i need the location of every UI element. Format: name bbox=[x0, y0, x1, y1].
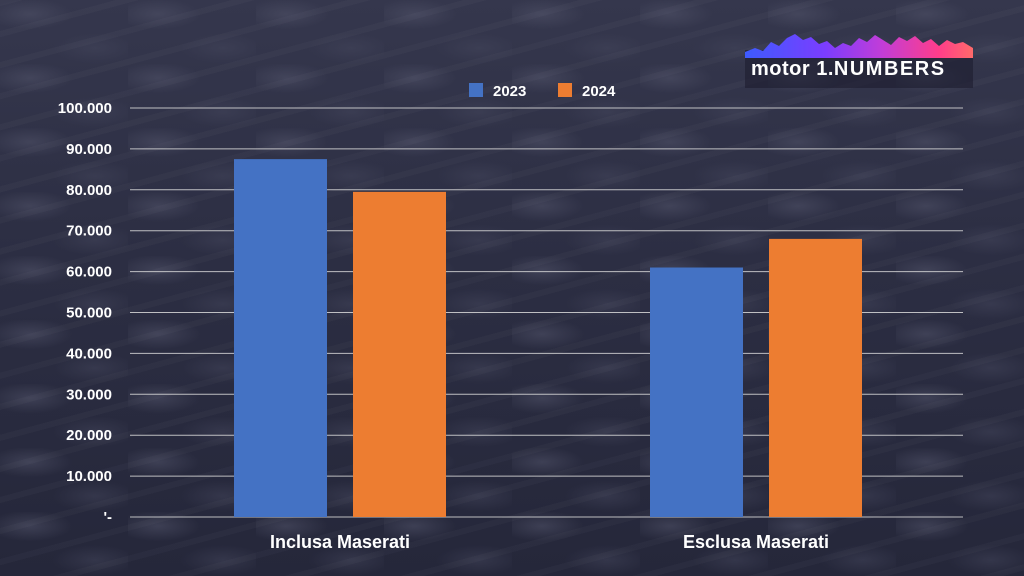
y-tick-label: 10.000 bbox=[66, 468, 112, 485]
logo-skyline-graphic bbox=[745, 34, 973, 88]
y-tick-label: 90.000 bbox=[66, 141, 112, 158]
logo-brand: motor bbox=[751, 58, 811, 80]
y-tick-label: 30.000 bbox=[66, 386, 112, 403]
motor1-numbers-logo: motor 1.NUMBERS bbox=[745, 28, 973, 88]
logo-suffix: NUMBERS bbox=[833, 58, 946, 80]
y-tick-label: 60.000 bbox=[66, 264, 112, 281]
y-tick-label: 70.000 bbox=[66, 223, 112, 240]
y-tick-label: 80.000 bbox=[66, 182, 112, 199]
x-category-label: Esclusa Maserati bbox=[683, 532, 829, 552]
bars bbox=[234, 159, 862, 517]
legend: 2023 2024 bbox=[469, 83, 616, 100]
legend-swatch-2023 bbox=[469, 83, 483, 97]
y-tick-label: 20.000 bbox=[66, 427, 112, 444]
y-tick-label: 40.000 bbox=[66, 345, 112, 362]
legend-swatch-2024 bbox=[558, 83, 572, 97]
y-tick-label: '- bbox=[103, 509, 112, 526]
legend-label-2023: 2023 bbox=[493, 83, 526, 100]
y-tick-label: 100.000 bbox=[58, 100, 112, 117]
y-axis-tick-labels: '- 10.000 20.000 30.000 40.000 50.000 60.000 70… bbox=[58, 100, 112, 526]
bar-2024-esclusa-maserati bbox=[769, 238, 862, 517]
x-category-label: Inclusa Maserati bbox=[270, 532, 410, 552]
logo-wordmark: motor 1.NUMBERS bbox=[751, 58, 946, 80]
bar-2023-esclusa-maserati bbox=[650, 267, 743, 517]
x-axis-category-labels: Inclusa Maserati Esclusa Maserati bbox=[270, 532, 829, 552]
bar-2024-inclusa-maserati bbox=[353, 191, 446, 517]
legend-label-2024: 2024 bbox=[582, 83, 616, 100]
y-tick-label: 50.000 bbox=[66, 305, 112, 322]
logo-mark: 1 bbox=[816, 58, 828, 80]
bar-2023-inclusa-maserati bbox=[234, 159, 327, 517]
